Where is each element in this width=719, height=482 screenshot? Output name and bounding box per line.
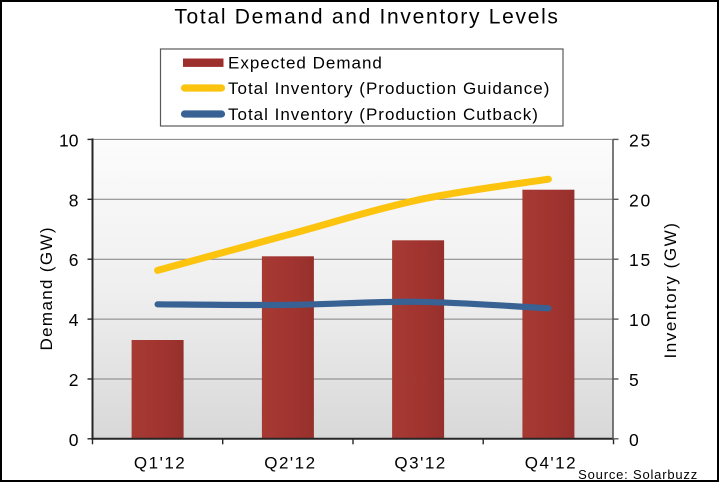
- svg-text:5: 5: [629, 370, 641, 390]
- svg-text:10: 10: [629, 310, 652, 330]
- svg-text:Inventory (GW): Inventory (GW): [661, 222, 680, 359]
- svg-text:Total Inventory (Production Cu: Total Inventory (Production Cutback): [228, 105, 539, 124]
- svg-text:Total Demand and Inventory Lev: Total Demand and Inventory Levels: [174, 6, 559, 29]
- svg-text:10: 10: [59, 130, 79, 150]
- svg-text:8: 8: [69, 190, 79, 210]
- svg-text:0: 0: [69, 430, 79, 450]
- svg-text:Q4'12: Q4'12: [525, 453, 577, 472]
- svg-text:15: 15: [629, 250, 652, 270]
- svg-text:25: 25: [629, 130, 652, 150]
- svg-text:6: 6: [69, 250, 79, 270]
- svg-text:Q3'12: Q3'12: [394, 453, 446, 472]
- svg-text:Q2'12: Q2'12: [264, 453, 316, 472]
- svg-text:Total Inventory (Production Gu: Total Inventory (Production Guidance): [228, 79, 550, 98]
- svg-text:20: 20: [629, 190, 652, 210]
- svg-text:Expected Demand: Expected Demand: [228, 54, 383, 73]
- svg-text:2: 2: [69, 370, 79, 390]
- svg-text:Source: Solarbuzz: Source: Solarbuzz: [578, 467, 698, 482]
- svg-text:Demand (GW): Demand (GW): [37, 226, 56, 350]
- svg-text:4: 4: [69, 310, 79, 330]
- svg-text:Q1'12: Q1'12: [134, 453, 186, 472]
- svg-text:0: 0: [629, 430, 641, 450]
